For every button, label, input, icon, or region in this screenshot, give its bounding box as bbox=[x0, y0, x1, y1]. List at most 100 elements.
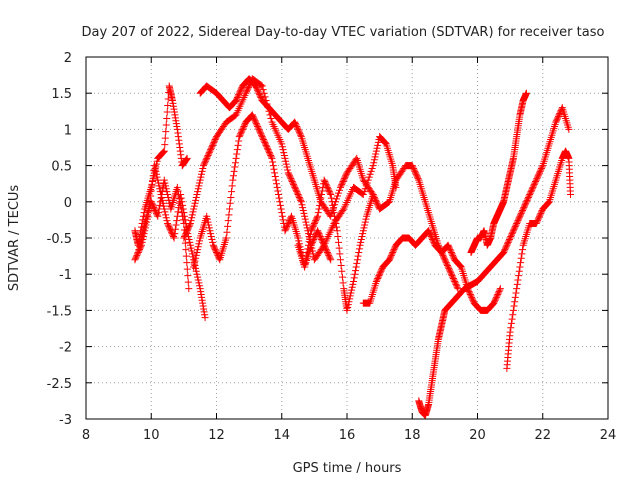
data-point bbox=[183, 265, 191, 273]
data-point bbox=[496, 286, 504, 294]
data-point bbox=[441, 256, 449, 264]
data-point bbox=[503, 241, 511, 249]
data-point bbox=[385, 256, 393, 264]
data-point bbox=[443, 260, 451, 268]
data-point bbox=[256, 91, 264, 99]
data-point bbox=[508, 230, 516, 238]
chart-title: Day 207 of 2022, Sidereal Day-to-day VTE… bbox=[82, 25, 605, 40]
data-point bbox=[511, 224, 519, 232]
data-point bbox=[501, 246, 509, 254]
data-point bbox=[338, 267, 346, 275]
data-point bbox=[272, 176, 280, 184]
data-point bbox=[340, 175, 348, 183]
data-point bbox=[174, 208, 182, 216]
data-point bbox=[274, 187, 282, 195]
data-point bbox=[326, 254, 334, 262]
data-point bbox=[195, 279, 203, 287]
data-point bbox=[179, 205, 187, 213]
data-point bbox=[372, 150, 380, 158]
data-point bbox=[261, 140, 269, 148]
data-point bbox=[155, 182, 163, 190]
data-point bbox=[194, 185, 202, 193]
data-point bbox=[535, 214, 543, 222]
data-point bbox=[161, 179, 169, 187]
data-point bbox=[243, 88, 251, 96]
y-tick-label: 1 bbox=[64, 123, 72, 138]
data-point bbox=[295, 127, 303, 135]
data-point bbox=[313, 214, 321, 222]
data-point bbox=[537, 209, 545, 217]
data-point bbox=[502, 244, 510, 252]
data-point bbox=[316, 233, 324, 241]
data-point bbox=[237, 128, 245, 136]
data-point bbox=[333, 223, 341, 231]
data-point bbox=[523, 196, 531, 204]
data-point bbox=[228, 182, 236, 190]
data-point bbox=[535, 170, 543, 178]
data-point bbox=[145, 202, 153, 210]
data-point bbox=[555, 111, 563, 119]
data-point bbox=[181, 212, 189, 220]
data-point bbox=[271, 172, 279, 180]
data-point bbox=[158, 193, 166, 201]
data-point bbox=[316, 198, 324, 206]
data-point bbox=[236, 88, 244, 96]
data-point bbox=[160, 147, 168, 155]
data-point bbox=[507, 324, 515, 332]
data-point bbox=[321, 179, 329, 187]
data-point bbox=[339, 206, 347, 214]
data-point bbox=[445, 244, 453, 252]
data-point bbox=[378, 266, 386, 274]
data-point bbox=[229, 176, 237, 184]
data-point bbox=[259, 134, 267, 142]
data-point bbox=[205, 224, 213, 232]
data-point bbox=[293, 189, 301, 197]
y-tick-label: -1.5 bbox=[47, 304, 72, 319]
data-point bbox=[179, 201, 187, 209]
data-point bbox=[133, 251, 141, 259]
data-point bbox=[209, 141, 217, 149]
data-point bbox=[159, 199, 167, 207]
data-point bbox=[331, 212, 339, 220]
data-point bbox=[149, 172, 157, 180]
data-point bbox=[187, 244, 195, 252]
data-point bbox=[524, 193, 532, 201]
data-point bbox=[447, 248, 455, 256]
x-tick-label: 14 bbox=[273, 428, 290, 443]
data-point bbox=[213, 250, 221, 258]
data-point bbox=[206, 227, 214, 235]
data-point bbox=[161, 134, 169, 142]
data-point bbox=[163, 108, 171, 116]
data-point bbox=[414, 175, 422, 183]
data-point bbox=[267, 151, 275, 159]
data-point bbox=[336, 256, 344, 264]
data-point bbox=[167, 227, 175, 235]
data-point bbox=[295, 128, 303, 136]
data-point bbox=[287, 175, 295, 183]
grid bbox=[86, 57, 608, 419]
data-point bbox=[330, 209, 338, 217]
data-point bbox=[241, 121, 249, 129]
data-point bbox=[525, 192, 533, 200]
data-point bbox=[173, 217, 181, 225]
data-point bbox=[292, 121, 300, 129]
data-point bbox=[286, 172, 294, 180]
data-point bbox=[235, 89, 243, 97]
data-point bbox=[534, 217, 542, 225]
data-point bbox=[327, 194, 335, 202]
data-point bbox=[254, 123, 262, 131]
data-point bbox=[212, 134, 220, 142]
data-point bbox=[181, 233, 189, 241]
data-point bbox=[517, 211, 525, 219]
data-point bbox=[239, 124, 247, 132]
data-point bbox=[152, 170, 160, 178]
data-point bbox=[426, 230, 434, 238]
data-point bbox=[205, 221, 213, 229]
series-pass-11 bbox=[503, 147, 574, 372]
data-point bbox=[565, 125, 573, 133]
data-point bbox=[162, 128, 170, 136]
data-point bbox=[534, 172, 542, 180]
data-point bbox=[293, 124, 301, 132]
data-point bbox=[552, 117, 560, 125]
data-point bbox=[310, 235, 318, 243]
